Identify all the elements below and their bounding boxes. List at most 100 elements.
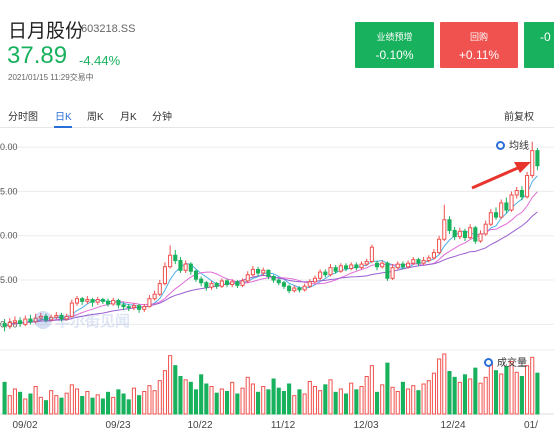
x-tick-label: 10/22 [187,420,212,431]
volume-bar [199,374,204,415]
stock-name: 日月股份 [8,21,85,42]
candle-body [504,202,509,211]
candle-body [535,150,540,167]
volume-bar [281,391,286,415]
chart-period-tabs: 分时图 日K 周K 月K 分钟 前复权 [0,100,554,128]
volume-bar [188,381,193,415]
volume-bar [493,370,499,415]
volume-bar [178,376,183,415]
candle-body [33,317,38,323]
tile-buyback[interactable]: 回购 +0.11% [440,22,518,68]
candle-body [411,259,416,264]
candle-body [7,322,12,327]
tab-intraday[interactable]: 分时图 [8,112,38,123]
candle-body [307,281,312,287]
candle-body [488,212,493,225]
volume-bar [452,376,457,415]
candle-body [333,267,338,272]
volume-legend-label: 成交量 [497,358,527,369]
volume-bar [287,383,292,415]
candle-body [312,277,318,283]
candle-body [204,282,209,288]
volume-bar [530,356,535,415]
active-tab-indicator [54,126,72,128]
volume-bar [369,365,374,415]
candle-body [85,299,90,302]
candle-body [178,260,183,271]
candle-body [188,263,193,272]
volume-bar [359,386,364,415]
candle-body [473,227,478,242]
tile-value: +0.11% [458,48,500,62]
volume-bar [499,373,504,415]
candle-body [59,315,64,320]
ma10-line [4,191,538,327]
volume-bar [214,392,219,415]
candle-body [43,315,49,321]
forward-adjust-button[interactable]: 前复权 [504,112,534,123]
candle-body [395,263,400,269]
tile-label: 回购 [469,32,488,42]
tile-partial[interactable]: -0 [524,22,554,68]
candle-body [437,238,442,254]
volume-bar [85,391,90,415]
volume-bar [297,389,302,415]
watermark-logo-icon [34,311,52,329]
tile-performance-forecast[interactable]: 业绩预增 -0.10% [355,22,434,68]
tab-monthly-k[interactable]: 月K [120,112,137,123]
volume-bar [416,390,421,415]
candle-body [111,299,116,305]
watermark-text: 华尔街见闻 [55,312,131,330]
candle-body [499,202,504,218]
radio-dot-icon [496,141,505,150]
tile-value: -0 [540,30,551,44]
volume-bar [250,383,255,415]
volume-bar [49,390,54,415]
candle-body [199,278,204,284]
volume-bar [266,389,271,415]
candle-body [256,268,261,274]
candle-body [400,263,405,268]
candle-body [483,223,488,235]
volume-bar [411,385,416,415]
candle-body [462,230,468,239]
volume-bar [354,389,359,415]
y-tick-label: 30.00 [0,231,18,241]
volume-legend-toggle[interactable]: 成交量 [484,354,527,369]
ma-legend-toggle[interactable]: 均线 [496,137,529,152]
tab-daily-k[interactable]: 日K [55,112,72,123]
candle-body [100,299,105,302]
volume-bar [421,383,426,415]
volume-bar [271,378,276,415]
candle-body [95,299,100,303]
tab-weekly-k[interactable]: 周K [87,112,104,123]
candle-body [147,298,152,308]
x-tick-label: 09/23 [105,420,130,431]
volume-bar [157,380,162,415]
candle-body [431,252,437,259]
candle-body [468,227,473,238]
volume-bar [224,391,230,415]
candle-body [302,285,307,291]
candle-body [328,267,333,276]
volume-bar [54,395,59,415]
volume-bar [478,382,483,415]
candle-body [493,212,499,218]
candle-body [209,283,214,288]
trade-timestamp: 2021/01/15 11:29交易中 [8,73,94,82]
volume-bar [111,396,116,415]
radio-dot-icon [484,358,493,367]
tab-minute[interactable]: 分钟 [152,112,172,123]
volume-bar [462,374,468,415]
candle-body [287,285,292,292]
candle-body [406,262,411,268]
volume-bar [525,365,530,415]
volume-bar [349,382,354,415]
candle-body [364,260,369,265]
candle-body [245,274,250,282]
candle-body [281,282,286,287]
x-tick-label: 01/ [524,420,538,431]
volume-bar [23,398,28,415]
volume-bar [364,376,369,415]
